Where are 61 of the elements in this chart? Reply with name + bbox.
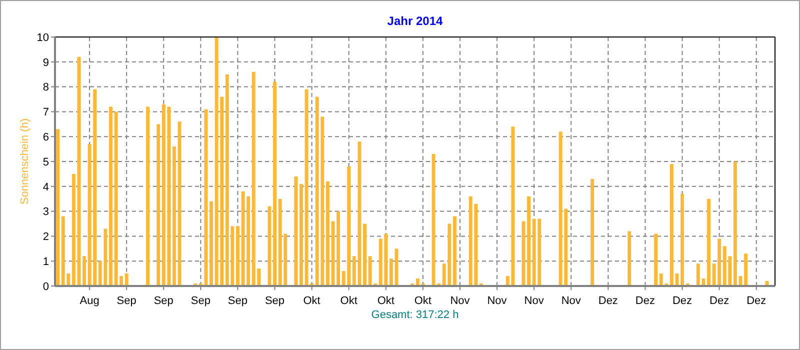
bar (246, 196, 250, 286)
x-tick-label: Dez (635, 295, 655, 307)
bar (268, 206, 272, 286)
bar (706, 198, 710, 286)
x-tick-label: Okt (377, 295, 394, 307)
bar (236, 226, 240, 286)
bar (363, 224, 366, 286)
y-tick-label: 0 (42, 280, 49, 293)
x-tick-label: Nov (524, 295, 544, 307)
x-tick-label: Dez (710, 295, 730, 307)
bar (273, 82, 276, 286)
x-tick-label: Okt (340, 295, 358, 307)
bar (718, 238, 722, 286)
y-tick-label: 4 (42, 181, 49, 194)
bar (300, 184, 303, 286)
y-tick-label: 1 (42, 256, 49, 268)
bar (590, 178, 594, 286)
bar (172, 146, 176, 286)
bar (56, 129, 60, 286)
bar (654, 234, 658, 286)
y-axis-title: Sonnenschein (h) (19, 118, 31, 205)
bar (294, 176, 298, 286)
chart-title: Jahr 2014 (387, 14, 444, 28)
bar (680, 194, 684, 286)
x-tick-label: Sep (154, 295, 174, 307)
bar (527, 196, 530, 286)
bar (326, 181, 330, 286)
x-tick-label: Dez (746, 295, 766, 307)
bar (389, 258, 393, 286)
y-tick-label: 10 (36, 32, 49, 44)
x-tick-label: Aug (80, 295, 100, 307)
x-tick-label: Okt (414, 295, 432, 307)
bar (108, 106, 112, 286)
bar (452, 216, 456, 286)
y-tick-label: 2 (42, 231, 49, 244)
x-tick-label: Nov (487, 295, 508, 307)
y-tick-label: 7 (42, 106, 49, 119)
text: Gesamt: 317:22 h (371, 309, 459, 321)
y-tick-label: 9 (42, 56, 49, 69)
x-tick-label: Sep (190, 295, 210, 307)
x-tick-label: Dez (672, 295, 692, 307)
bar (120, 276, 124, 286)
bar (146, 106, 150, 286)
y-tick-label: 3 (42, 206, 49, 218)
bar (744, 254, 748, 286)
bar (210, 201, 213, 286)
bar (156, 124, 160, 286)
x-tick-label: Nov (450, 295, 470, 307)
bar (336, 211, 340, 286)
x-tick-label: Sep (264, 295, 285, 307)
x-tick-label: Dez (598, 295, 618, 307)
y-tick-label: 8 (42, 82, 49, 94)
bar (82, 256, 86, 286)
y-tick-label: 6 (42, 131, 49, 144)
x-tick-label: Nov (561, 295, 582, 307)
bar (628, 231, 632, 286)
x-tick-label: Okt (303, 295, 320, 307)
y-tick-label: 5 (42, 156, 49, 168)
x-tick-label: Sep (116, 295, 136, 307)
bar (124, 274, 128, 286)
x-tick-label: Sep (228, 295, 248, 307)
